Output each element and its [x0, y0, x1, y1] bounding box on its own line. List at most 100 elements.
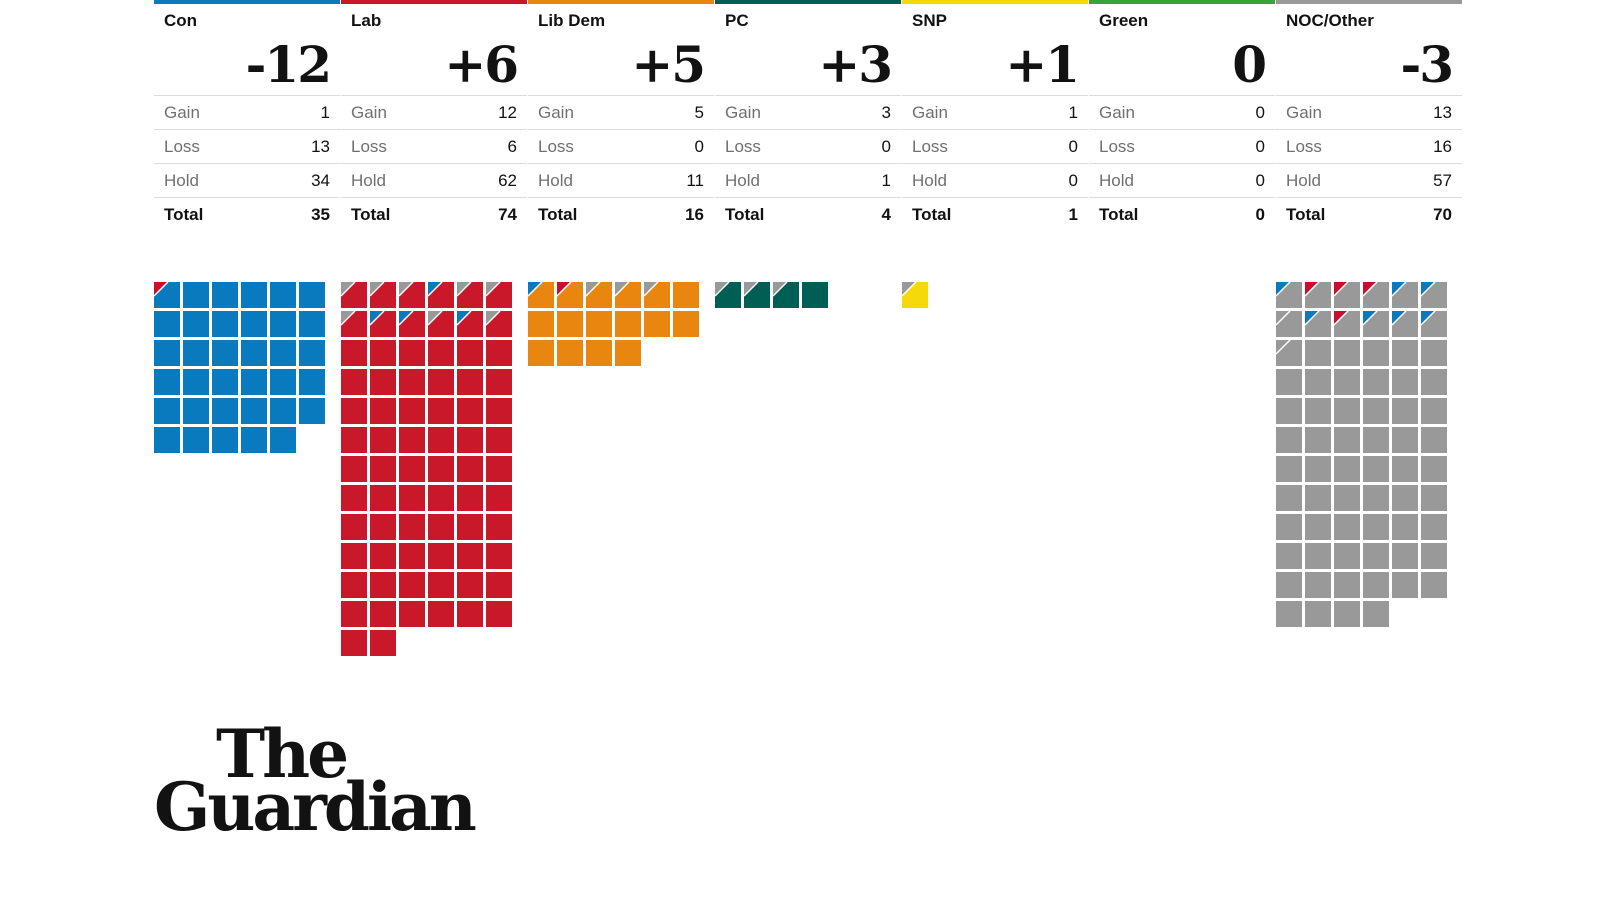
hold-row: Hold 0: [1089, 164, 1275, 198]
guardian-logo: The Guardian: [154, 722, 479, 842]
seat-held: [1363, 398, 1389, 424]
gain-label: Gain: [725, 103, 761, 122]
seat-held: [1421, 340, 1447, 366]
gain-divider: [528, 282, 543, 297]
party-color-bar: [154, 0, 340, 4]
seat-held: [1305, 456, 1331, 482]
seat-held: [241, 398, 267, 424]
gain-divider: [772, 282, 788, 297]
seat-held: [341, 398, 367, 424]
seat-held: [370, 543, 396, 569]
seat-held: [1421, 572, 1447, 598]
seat-held: [212, 398, 238, 424]
seat-held: [270, 398, 296, 424]
seat-held: [1276, 543, 1302, 569]
seat-held: [370, 485, 396, 511]
seat-held: [341, 456, 367, 482]
seat-held: [270, 369, 296, 395]
seat-held: [457, 398, 483, 424]
seat-held: [370, 514, 396, 540]
gain-divider: [154, 282, 169, 297]
seat-held: [212, 427, 238, 453]
gain-divider: [743, 282, 759, 297]
seat-held: [615, 340, 641, 366]
seat-held: [586, 311, 612, 337]
seat-held: [399, 514, 425, 540]
seat-held: [486, 572, 512, 598]
total-row: Total 4: [715, 198, 901, 231]
gain-divider: [485, 282, 501, 297]
gain-divider: [1276, 282, 1291, 297]
net-change: +6: [341, 35, 527, 96]
seat-held: [212, 282, 238, 308]
seat-held: [370, 572, 396, 598]
seat-held: [1334, 398, 1360, 424]
seat-held: [1392, 485, 1418, 511]
seat-waffle-svg: [902, 282, 928, 308]
seat-held: [673, 282, 699, 308]
seat-held: [457, 514, 483, 540]
seat-held: [183, 427, 209, 453]
seat-held: [341, 427, 367, 453]
seat-held: [428, 572, 454, 598]
seat-waffle-svg: [528, 282, 699, 366]
gain-divider: [1304, 282, 1320, 297]
loss-row: Loss 0: [715, 130, 901, 164]
seat-waffle-svg: [715, 282, 828, 308]
seat-held: [457, 485, 483, 511]
seat-held: [1363, 456, 1389, 482]
seat-held: [1363, 572, 1389, 598]
seat-held: [1392, 543, 1418, 569]
total-row: Total 1: [902, 198, 1088, 231]
hold-label: Hold: [912, 171, 947, 190]
net-change: 0: [1089, 35, 1275, 96]
seat-held: [341, 340, 367, 366]
seat-held: [1276, 398, 1302, 424]
seat-held: [154, 340, 180, 366]
gain-label: Gain: [351, 103, 387, 122]
loss-label: Loss: [164, 137, 200, 156]
seat-held: [399, 369, 425, 395]
seat-held: [1363, 369, 1389, 395]
hold-row: Hold 57: [1276, 164, 1462, 198]
seat-held: [270, 282, 296, 308]
party-column: Lab +6 Gain 12 Loss 6 Hold 62 Total 74: [341, 0, 527, 656]
gain-divider: [715, 282, 730, 297]
seat-held: [1276, 485, 1302, 511]
gain-divider: [1333, 282, 1349, 297]
party-name: Con: [164, 11, 198, 30]
seat-held: [1363, 514, 1389, 540]
total-value: 70: [1433, 205, 1452, 224]
seat-held: [1421, 369, 1447, 395]
seat-held: [1392, 514, 1418, 540]
total-value: 0: [1255, 205, 1265, 224]
logo-line-2: Guardian: [154, 768, 476, 842]
seat-held: [428, 485, 454, 511]
gain-label: Gain: [1099, 103, 1135, 122]
seat-held: [1276, 514, 1302, 540]
gain-divider: [398, 310, 414, 326]
seat-held: [154, 398, 180, 424]
seat-waffle: [715, 282, 901, 682]
party-name: Green: [1099, 11, 1149, 30]
party-columns: Con -12 Gain 1 Loss 13 Hold 34 Total 35 Lab +6 Gain 1…: [154, 0, 1462, 656]
seat-held: [1276, 601, 1302, 627]
gain-value: 1: [1068, 103, 1078, 122]
hold-row: Hold 62: [341, 164, 527, 198]
seat-held: [528, 340, 554, 366]
seat-held: [457, 543, 483, 569]
net-change: +5: [528, 35, 714, 96]
logo-line-1: The: [216, 722, 346, 793]
gain-row: Gain 1: [154, 96, 340, 130]
party-column: SNP +1 Gain 1 Loss 0 Hold 0 Total 1: [902, 0, 1088, 308]
seat-waffle-svg: [154, 282, 325, 453]
seat-held: [1276, 427, 1302, 453]
total-value: 4: [881, 205, 891, 224]
net-change: -3: [1276, 35, 1462, 96]
hold-label: Hold: [1099, 171, 1134, 190]
seat-held: [1334, 572, 1360, 598]
gain-divider: [902, 282, 917, 297]
gain-divider: [427, 282, 443, 297]
party-column: Con -12 Gain 1 Loss 13 Hold 34 Total 35: [154, 0, 340, 453]
gain-value: 3: [881, 103, 891, 122]
